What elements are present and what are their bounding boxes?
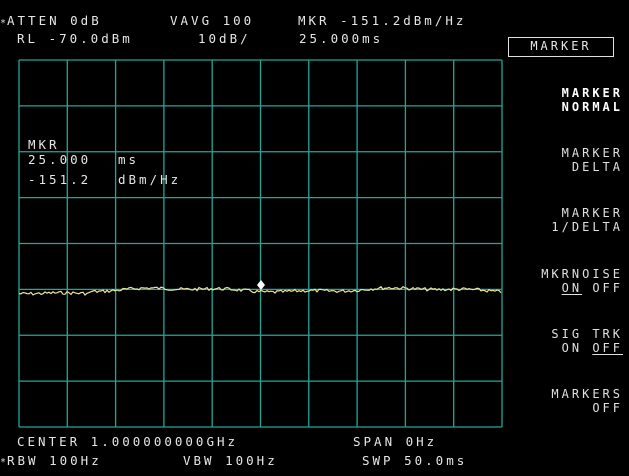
marker-diamond-icon xyxy=(257,280,265,290)
trace-line xyxy=(18,285,502,296)
asterisk-indicator-rbw: * xyxy=(0,457,7,468)
asterisk-indicator: * xyxy=(0,18,7,29)
scale-readout: 10dB/ xyxy=(198,31,251,46)
sweep-readout: SWP 50.0ms xyxy=(362,453,468,468)
option-off: OFF xyxy=(592,281,623,295)
ref-level-readout: RL -70.0dBm xyxy=(17,31,133,46)
softkey-marker-noise[interactable]: MKRNOISE ON OFF xyxy=(541,267,623,295)
softkey-label-line1: MKRNOISE xyxy=(541,267,623,281)
softkey-label-line1: SIG TRK xyxy=(551,327,623,341)
softkey-label-line1: MARKER xyxy=(561,86,623,100)
softkey-marker-1-delta[interactable]: MARKER 1/DELTA xyxy=(551,206,623,234)
option-on-selected: ON xyxy=(561,281,583,295)
softkey-label-line2: OFF xyxy=(592,401,623,415)
marker-box-level-unit: dBm/Hz xyxy=(118,172,182,187)
softkey-label-line2: 1/DELTA xyxy=(551,220,623,234)
center-frequency-readout: CENTER 1.000000000GHz xyxy=(17,434,239,449)
marker-level-readout: MKR -151.2dBm/Hz xyxy=(298,13,467,28)
marker-box-level-value: -151.2 xyxy=(28,172,92,187)
menu-title: MARKER xyxy=(508,37,614,57)
option-off-selected: OFF xyxy=(592,341,623,355)
marker-box-label: MKR xyxy=(28,137,60,152)
softkey-markers-off[interactable]: MARKERS OFF xyxy=(551,387,623,415)
softkey-marker-delta[interactable]: MARKER DELTA xyxy=(562,146,623,174)
vavg-readout: VAVG 100 xyxy=(170,13,255,28)
softkey-marker-normal[interactable]: MARKER NORMAL xyxy=(562,86,623,114)
softkey-label-line1: MARKERS xyxy=(551,387,623,401)
softkey-label-line2: NORMAL xyxy=(561,100,623,114)
marker-time-readout: 25.000ms xyxy=(299,31,384,46)
marker-box-time-unit: ms xyxy=(118,152,140,167)
softkey-label-line1: MARKER xyxy=(561,206,623,220)
option-on: ON xyxy=(561,341,583,355)
marker-box-time-value: 25.000 xyxy=(28,152,92,167)
softkey-signal-track[interactable]: SIG TRK ON OFF xyxy=(551,327,623,355)
softkey-label-line2: DELTA xyxy=(571,160,623,174)
softkey-label-line1: MARKER xyxy=(561,146,623,160)
atten-readout: ATTEN 0dB xyxy=(7,13,102,28)
graticule-grid xyxy=(18,59,503,428)
rbw-readout: RBW 100Hz xyxy=(7,453,102,468)
span-readout: SPAN 0Hz xyxy=(353,434,438,449)
vbw-readout: VBW 100Hz xyxy=(183,453,278,468)
